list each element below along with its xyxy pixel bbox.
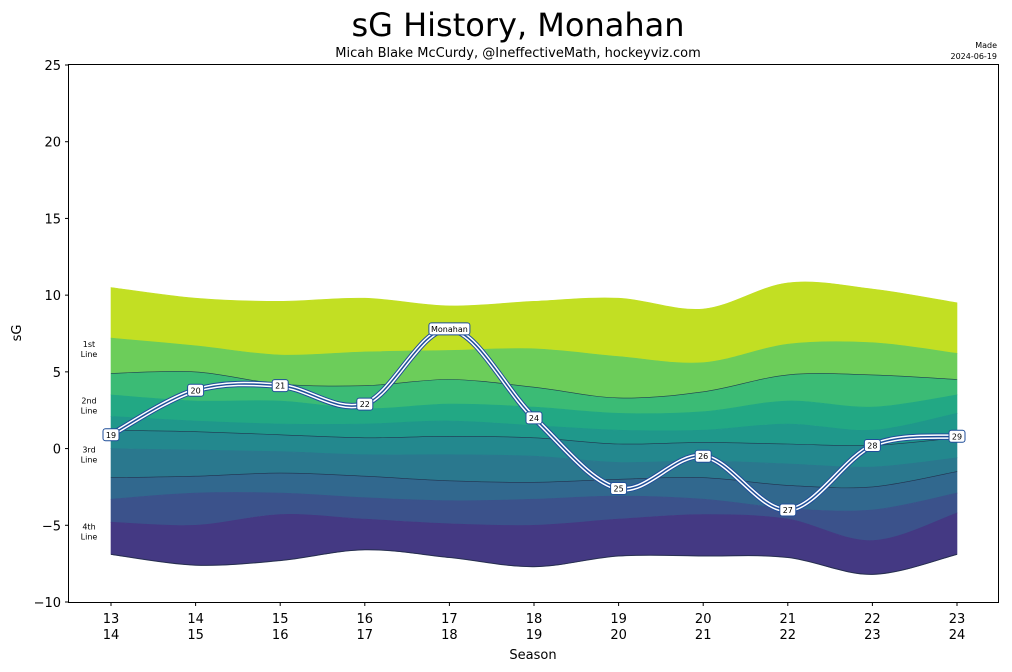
band-label-line-1: Line	[81, 350, 98, 359]
y-tick-label-6: 20	[44, 136, 61, 151]
point-marker-1	[187, 383, 205, 397]
x-tick-label-bottom-7: 21	[695, 628, 712, 643]
point-label-10: 29	[952, 432, 962, 441]
x-axis-label: Season	[509, 648, 556, 663]
band-label-3: 3rd	[82, 446, 95, 455]
band-label-2: 2nd	[81, 397, 96, 406]
band-label-4: 4th	[82, 522, 95, 531]
point-label-4: Monahan	[431, 325, 468, 334]
made-label: Made	[975, 41, 997, 50]
point-label-7: 26	[698, 452, 708, 461]
point-labels: 19 20 21 22 Monahan 24 25 26 27 28 29	[102, 322, 966, 517]
point-label-6: 25	[614, 484, 624, 493]
x-tick-label-bottom-8: 22	[780, 628, 797, 643]
percentile-bands	[110, 281, 958, 575]
band-label-line-3: Line	[81, 456, 98, 465]
x-tick-label-bottom-9: 23	[864, 628, 881, 643]
point-marker-10	[948, 429, 966, 443]
point-marker-0	[102, 428, 120, 442]
x-tick-label-top-6: 19	[610, 612, 627, 627]
point-marker-6	[610, 481, 628, 495]
point-marker-7	[694, 449, 712, 463]
x-tick-label-bottom-3: 17	[357, 628, 374, 643]
chart-subtitle: Micah Blake McCurdy, @IneffectiveMath, h…	[335, 46, 701, 61]
band-label-line-2: Line	[81, 407, 98, 416]
x-tick-label-bottom-0: 14	[103, 628, 120, 643]
x-tick-label-bottom-4: 18	[441, 628, 458, 643]
x-tick-label-top-8: 21	[780, 612, 797, 627]
band-label-1: 1st	[83, 340, 95, 349]
chart-title: sG History, Monahan	[351, 6, 684, 44]
x-tick-label-top-7: 20	[695, 612, 712, 627]
y-tick-label-2: 0	[53, 443, 61, 458]
x-tick-label-bottom-2: 16	[272, 628, 289, 643]
x-tick-label-bottom-5: 19	[526, 628, 543, 643]
point-label-9: 28	[867, 442, 877, 451]
x-axis-ticks: 1314141515161617171818191920202121222223…	[103, 602, 966, 643]
point-marker-5	[525, 411, 543, 425]
point-marker-4	[428, 322, 471, 336]
x-tick-label-top-2: 15	[272, 612, 289, 627]
y-tick-label-5: 15	[44, 212, 61, 227]
x-tick-label-top-3: 16	[357, 612, 374, 627]
y-tick-label-7: 25	[44, 59, 61, 74]
x-tick-label-bottom-10: 24	[949, 628, 966, 643]
point-label-8: 27	[783, 506, 793, 515]
x-tick-label-bottom-1: 15	[187, 628, 204, 643]
point-marker-3	[356, 397, 374, 411]
band-label-line-4: Line	[81, 532, 98, 541]
y-axis-ticks: −10 −5 0 5 10 15 20 25	[34, 59, 69, 611]
point-marker-8	[779, 503, 797, 517]
boundary-line-7	[110, 471, 958, 489]
point-label-2: 21	[275, 382, 285, 391]
y-tick-label-4: 10	[44, 289, 61, 304]
point-label-5: 24	[529, 414, 539, 423]
x-tick-label-top-5: 18	[526, 612, 543, 627]
x-tick-label-top-9: 22	[864, 612, 881, 627]
band-boundary-lines	[110, 371, 958, 575]
y-tick-label-3: 5	[53, 366, 61, 381]
y-tick-label-1: −5	[42, 519, 61, 534]
x-tick-label-top-4: 17	[441, 612, 458, 627]
made-date: 2024-06-19	[951, 52, 998, 61]
y-axis-label: sG	[10, 325, 25, 342]
point-label-1: 20	[191, 386, 201, 395]
boundary-line-2	[110, 371, 958, 399]
point-label-0: 19	[106, 431, 116, 440]
point-label-3: 22	[360, 400, 370, 409]
x-tick-label-top-10: 23	[949, 612, 966, 627]
point-marker-2	[271, 379, 289, 393]
x-tick-label-top-0: 13	[103, 612, 120, 627]
point-marker-9	[863, 439, 881, 453]
boundary-line-10	[110, 549, 958, 575]
y-tick-label-0: −10	[34, 596, 61, 611]
x-tick-label-bottom-6: 20	[610, 628, 627, 643]
boundary-line-5	[110, 429, 958, 447]
x-tick-label-top-1: 14	[187, 612, 204, 627]
